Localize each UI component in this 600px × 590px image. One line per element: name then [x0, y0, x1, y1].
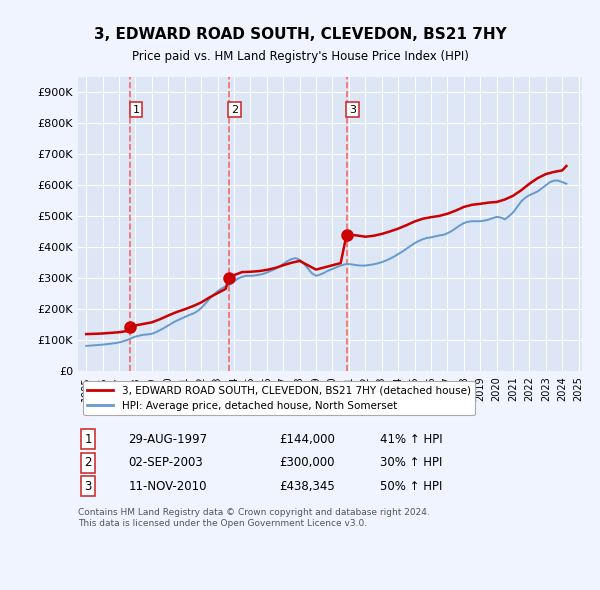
Text: 11-NOV-2010: 11-NOV-2010	[128, 480, 207, 493]
Text: 3: 3	[85, 480, 92, 493]
Text: 3, EDWARD ROAD SOUTH, CLEVEDON, BS21 7HY: 3, EDWARD ROAD SOUTH, CLEVEDON, BS21 7HY	[94, 27, 506, 41]
Text: 29-AUG-1997: 29-AUG-1997	[128, 432, 208, 445]
Text: 1: 1	[85, 432, 92, 445]
Text: 02-SEP-2003: 02-SEP-2003	[128, 456, 203, 469]
Text: 30% ↑ HPI: 30% ↑ HPI	[380, 456, 443, 469]
Text: 50% ↑ HPI: 50% ↑ HPI	[380, 480, 443, 493]
Text: £144,000: £144,000	[280, 432, 335, 445]
Text: £438,345: £438,345	[280, 480, 335, 493]
Text: £300,000: £300,000	[280, 456, 335, 469]
Legend: 3, EDWARD ROAD SOUTH, CLEVEDON, BS21 7HY (detached house), HPI: Average price, d: 3, EDWARD ROAD SOUTH, CLEVEDON, BS21 7HY…	[83, 381, 475, 415]
Text: Price paid vs. HM Land Registry's House Price Index (HPI): Price paid vs. HM Land Registry's House …	[131, 50, 469, 63]
Text: Contains HM Land Registry data © Crown copyright and database right 2024.
This d: Contains HM Land Registry data © Crown c…	[78, 508, 430, 527]
Text: 1: 1	[133, 104, 139, 114]
Text: 2: 2	[231, 104, 238, 114]
Text: 41% ↑ HPI: 41% ↑ HPI	[380, 432, 443, 445]
Text: 2: 2	[85, 456, 92, 469]
Text: 3: 3	[349, 104, 356, 114]
